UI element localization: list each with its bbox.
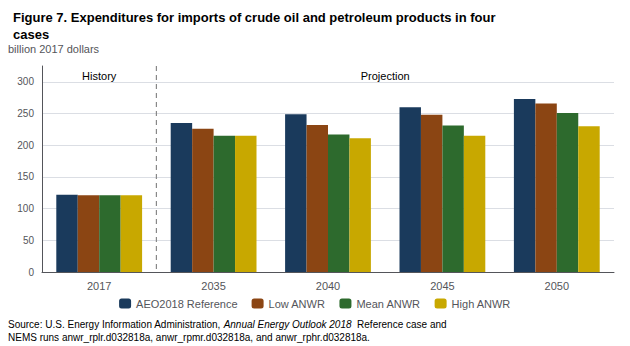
svg-text:High ANWR: High ANWR xyxy=(452,298,511,310)
svg-text:50: 50 xyxy=(23,235,35,246)
svg-text:200: 200 xyxy=(17,140,34,151)
svg-text:2040: 2040 xyxy=(316,280,340,292)
svg-text:250: 250 xyxy=(17,108,34,119)
svg-text:100: 100 xyxy=(17,203,34,214)
svg-text:150: 150 xyxy=(17,171,34,182)
svg-text:2035: 2035 xyxy=(201,280,225,292)
svg-text:2017: 2017 xyxy=(87,280,111,292)
svg-text:Annual Energy Outlook 2018: Annual Energy Outlook 2018 xyxy=(223,319,352,330)
svg-text:Reference case and: Reference case and xyxy=(352,319,447,330)
svg-text:Low ANWR: Low ANWR xyxy=(269,298,325,310)
svg-text:Source: U.S. Energy Informatio: Source: U.S. Energy Information Administ… xyxy=(8,319,223,330)
svg-text:Figure 7. Expenditures for imp: Figure 7. Expenditures for imports of cr… xyxy=(13,10,496,25)
svg-text:Mean ANWR: Mean ANWR xyxy=(356,298,420,310)
svg-text:2045: 2045 xyxy=(430,280,454,292)
svg-text:billion 2017 dollars: billion 2017 dollars xyxy=(8,43,100,55)
svg-text:AEO2018 Reference: AEO2018 Reference xyxy=(136,298,238,310)
svg-text:cases: cases xyxy=(13,27,49,42)
svg-text:Projection: Projection xyxy=(361,70,410,82)
svg-text:2050: 2050 xyxy=(545,280,569,292)
svg-text:300: 300 xyxy=(17,76,34,87)
svg-text:History: History xyxy=(82,70,117,82)
svg-text:0: 0 xyxy=(28,267,34,278)
svg-text:NEMS runs anwr_rplr.d032818a,: NEMS runs anwr_rplr.d032818a, anwr_rpmr.… xyxy=(8,332,370,343)
